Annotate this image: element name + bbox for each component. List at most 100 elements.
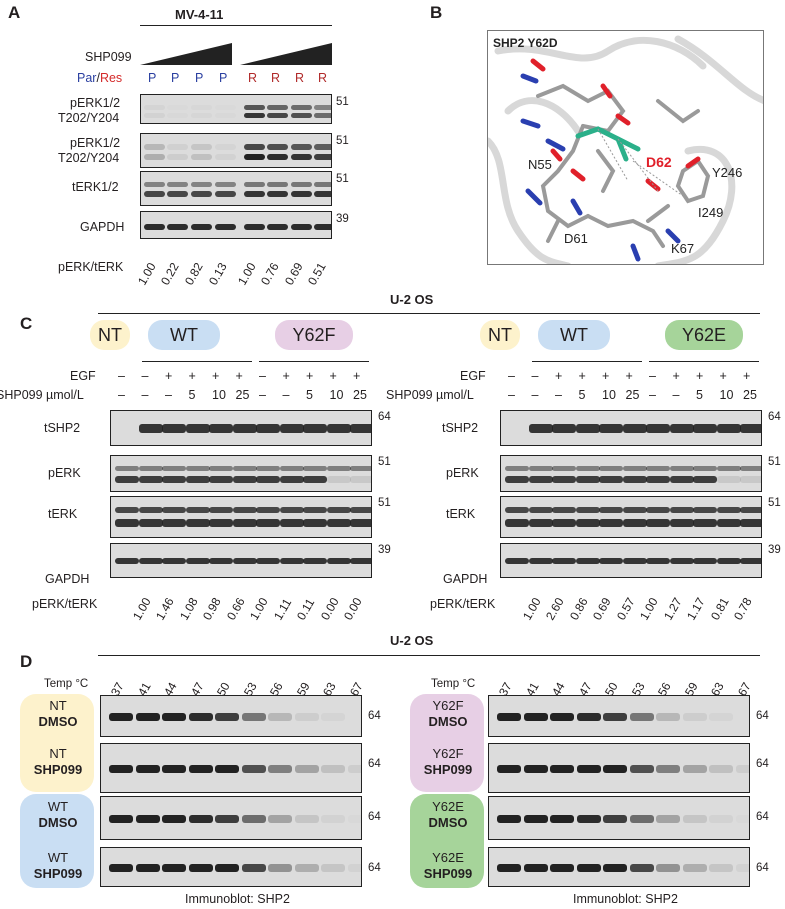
band (144, 113, 165, 118)
band (303, 558, 327, 564)
band (326, 424, 351, 433)
band (303, 507, 327, 513)
egf-label: EGF (70, 369, 96, 383)
band (185, 519, 210, 527)
mw-marker: 64 (756, 710, 769, 722)
condition-line: SHP099 (423, 762, 473, 777)
genotype-pill: Y62F (275, 320, 353, 350)
row-label: GAPDH (443, 572, 488, 586)
egf-label: EGF (460, 369, 486, 383)
band (669, 507, 694, 513)
band (622, 424, 647, 433)
condition-group (20, 694, 94, 792)
panel-label-a: A (8, 3, 21, 22)
genotype-bracket (259, 361, 369, 363)
band (303, 466, 327, 471)
band (350, 466, 371, 471)
ratio-value: 0.69 (589, 595, 614, 623)
egf-value: + (165, 369, 173, 383)
band (326, 507, 351, 513)
band (350, 519, 371, 527)
egf-value: + (719, 369, 727, 383)
band (528, 507, 553, 513)
band (135, 815, 160, 823)
row-label: pERK (446, 466, 479, 480)
shp099-value: – (165, 388, 172, 402)
temp-label: Temp °C (44, 678, 89, 690)
egf-value: – (259, 369, 266, 383)
band (599, 424, 623, 433)
ratio-value: 1.11 (270, 596, 294, 623)
band (291, 154, 312, 160)
band (162, 713, 186, 721)
mw-marker: 64 (368, 811, 381, 823)
mw-marker: 39 (378, 544, 391, 556)
band (716, 519, 741, 527)
lane-label: P (171, 71, 180, 85)
band (693, 424, 717, 433)
band (740, 507, 761, 513)
band (115, 507, 139, 513)
band (109, 713, 133, 721)
band (314, 191, 331, 197)
band (350, 558, 371, 564)
condition-line: SHP099 (423, 866, 473, 881)
shp099-value: 25 (743, 388, 757, 402)
band (256, 519, 280, 527)
band (523, 815, 548, 823)
ratio-value: 1.17 (683, 595, 708, 623)
row-label: GAPDH (45, 572, 90, 586)
egf-value: + (353, 369, 361, 383)
blot-panel-c (110, 410, 372, 446)
band (523, 765, 548, 773)
band (138, 507, 163, 513)
shp099-value: 10 (719, 388, 734, 402)
band (291, 105, 312, 110)
condition-line: NT (49, 746, 67, 761)
genotype-pill: WT (538, 320, 610, 350)
egf-value: – (508, 369, 515, 383)
band (740, 476, 761, 483)
band (162, 558, 186, 564)
band (215, 815, 239, 823)
band (550, 815, 574, 823)
band (669, 466, 694, 471)
band (162, 466, 186, 471)
band (109, 765, 133, 773)
band (629, 864, 654, 872)
egf-value: + (578, 369, 586, 383)
shp099-value: 10 (329, 388, 344, 402)
band (599, 519, 623, 527)
band (109, 815, 133, 823)
band (144, 105, 165, 110)
band (209, 424, 233, 433)
lane-label: P (148, 71, 157, 85)
band (115, 558, 139, 564)
band (350, 476, 371, 483)
band (575, 507, 600, 513)
band (669, 558, 694, 564)
band (191, 224, 212, 230)
egf-value: + (625, 369, 633, 383)
row-label: T202/Y204 (58, 111, 120, 125)
row-label: GAPDH (80, 220, 125, 234)
band (167, 113, 188, 118)
condition-line: Y62E (432, 850, 464, 865)
band (232, 558, 257, 564)
ratio-value: 0.82 (181, 260, 206, 288)
band (241, 864, 266, 872)
band (505, 558, 529, 564)
mw-marker: 64 (756, 862, 769, 874)
band (629, 815, 654, 823)
row-label: tERK (446, 507, 476, 521)
band (350, 507, 371, 513)
panel-label-c: C (20, 314, 33, 333)
band (550, 765, 574, 773)
egf-value: – (118, 369, 125, 383)
band (603, 815, 627, 823)
band (303, 519, 327, 527)
band (740, 558, 761, 564)
band (314, 182, 331, 187)
band (294, 765, 319, 773)
band (523, 713, 548, 721)
